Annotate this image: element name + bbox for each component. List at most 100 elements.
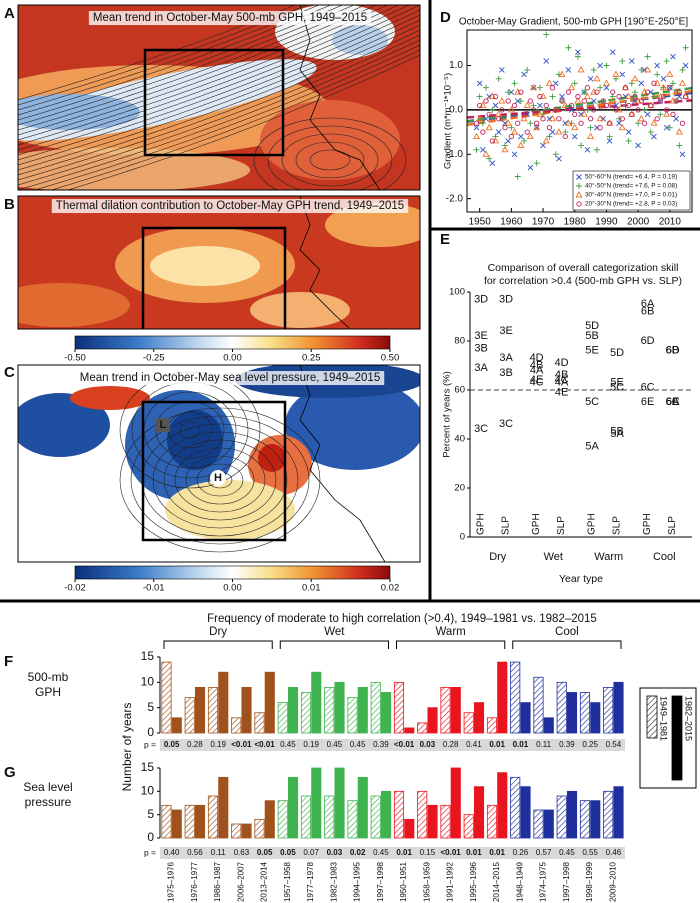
point <box>654 116 660 122</box>
contour <box>18 19 420 171</box>
point <box>536 84 543 91</box>
bar <box>497 661 508 734</box>
point <box>663 58 670 65</box>
legend-swatch <box>671 695 683 781</box>
point-label: 3C <box>474 423 488 435</box>
point <box>571 123 579 131</box>
panel-label: B <box>4 196 15 213</box>
point <box>515 120 521 126</box>
point <box>622 102 629 109</box>
point <box>527 120 534 127</box>
bar <box>520 786 531 839</box>
column-label: GPH <box>531 513 542 535</box>
bar <box>334 767 345 839</box>
point-label: 4A <box>555 377 569 389</box>
bar <box>566 692 578 734</box>
point <box>631 74 639 82</box>
contour <box>18 29 420 181</box>
p-value: 0.45 <box>350 740 366 749</box>
point <box>675 128 683 135</box>
point <box>518 133 524 140</box>
x-tick-label: 1995–1996 <box>469 861 478 902</box>
column-label: GPH <box>476 513 487 535</box>
contour <box>152 431 288 529</box>
point <box>603 62 610 69</box>
p-value: 0.01 <box>513 740 529 749</box>
point <box>543 102 549 109</box>
point-label: 5D <box>585 320 599 332</box>
x-tick-label: 1977–1978 <box>306 861 315 902</box>
point <box>477 102 483 109</box>
p-value: <0.01 <box>441 848 462 857</box>
p-value: 0.39 <box>373 740 389 749</box>
point <box>492 93 499 100</box>
group-label: Wet <box>324 626 345 638</box>
p-value: 0.19 <box>303 740 319 749</box>
y-tick-label: 15 <box>141 760 155 774</box>
point <box>659 83 668 91</box>
bar <box>613 786 624 839</box>
point <box>558 70 566 77</box>
bar <box>241 823 252 839</box>
x-tick-label: 1970 <box>532 217 555 228</box>
bar <box>277 702 288 734</box>
bar <box>603 790 614 839</box>
point <box>660 76 667 82</box>
point <box>597 84 604 91</box>
y-tick-label: 0 <box>147 725 154 739</box>
p-value: 0.56 <box>187 848 203 857</box>
bar <box>277 800 288 839</box>
title-background <box>88 11 372 26</box>
point <box>583 92 591 100</box>
point-label: 5B <box>610 426 623 438</box>
point <box>568 83 576 91</box>
point-label: 3A <box>499 352 513 364</box>
p-value: 0.57 <box>536 848 552 857</box>
group-label: Warm <box>436 626 466 638</box>
point <box>603 102 610 109</box>
point-label: 6C <box>641 381 655 393</box>
panel-label: G <box>4 764 16 781</box>
point <box>663 124 670 131</box>
point <box>628 58 635 64</box>
colorbar <box>74 565 391 580</box>
point <box>521 111 527 117</box>
point <box>575 93 581 100</box>
contour <box>18 5 308 106</box>
point <box>663 107 670 113</box>
point <box>587 116 594 122</box>
map-title: Mean trend in October-May sea level pres… <box>80 372 380 384</box>
y-tick-label: 5 <box>147 700 154 714</box>
point <box>666 70 674 77</box>
bar <box>590 800 601 839</box>
bar <box>510 776 521 839</box>
bar <box>393 790 405 839</box>
point <box>603 84 610 91</box>
point <box>473 124 480 131</box>
bar <box>161 804 172 839</box>
bar <box>264 800 275 839</box>
column-label: GPH <box>587 513 598 535</box>
bar <box>404 818 415 839</box>
bar <box>497 772 508 839</box>
point <box>682 62 689 69</box>
point-label: 6D <box>641 335 655 347</box>
point <box>552 80 559 87</box>
p-value: 0.39 <box>559 740 575 749</box>
point <box>536 110 544 117</box>
point <box>527 98 534 104</box>
point <box>529 83 538 91</box>
panel-label: D <box>440 9 451 26</box>
point <box>610 89 616 95</box>
point <box>641 120 648 126</box>
p-value: 0.46 <box>606 848 622 857</box>
point <box>482 150 490 157</box>
point <box>602 79 611 86</box>
contour <box>179 421 201 439</box>
bar <box>473 786 485 839</box>
p-value: 0.19 <box>210 740 226 749</box>
point <box>616 120 622 127</box>
point <box>629 111 635 117</box>
row-label: Sea level <box>23 780 72 794</box>
point <box>565 44 572 51</box>
